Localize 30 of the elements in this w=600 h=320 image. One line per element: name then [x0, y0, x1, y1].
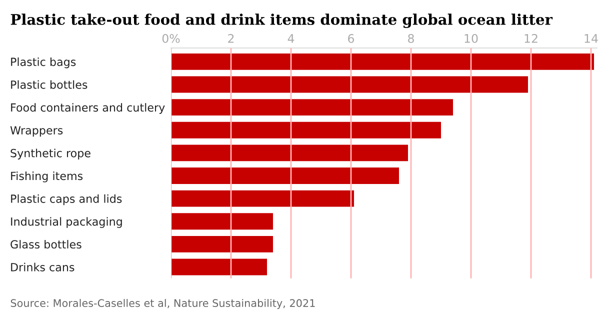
y-tick-label: Synthetic rope [10, 148, 90, 160]
x-tick-label: 10 [464, 34, 478, 43]
x-tick-label: 6 [348, 34, 354, 43]
y-tick-label: Drinks cans [11, 262, 74, 272]
bar [171, 53, 594, 70]
y-tick-label: Food containers and cutlery [11, 103, 165, 114]
x-tick-label: 12 [524, 34, 538, 43]
bar [171, 76, 528, 93]
y-tick-label: Wrappers [10, 126, 63, 137]
bar [171, 144, 408, 162]
y-tick-label: Fishing items [11, 172, 83, 182]
bar [171, 190, 354, 207]
x-tick-label: 2 [228, 34, 234, 43]
x-tick-label: 0% [162, 34, 180, 43]
y-tick-label: Plastic bags [11, 57, 76, 68]
x-tick-label: 14 [584, 34, 598, 43]
chart-title: Plastic take-out food and drink items dominate global ocean litter [10, 14, 553, 28]
y-tick-label: Glass bottles [10, 240, 82, 249]
bar [171, 258, 267, 276]
source-note: Source: Morales-Caselles et al, Nature Sustainability, 2021 [10, 298, 315, 310]
y-tick-label: Plastic caps and lids [11, 194, 122, 206]
y-tick-label: Plastic bottles [11, 80, 88, 89]
bar [171, 213, 273, 230]
x-tick-label: 4 [288, 34, 294, 43]
bar [171, 236, 273, 252]
bar [171, 122, 441, 138]
bar [171, 168, 399, 184]
bar [171, 99, 453, 116]
y-tick-label: Industrial packaging [11, 217, 122, 228]
x-tick-label: 8 [408, 34, 414, 43]
